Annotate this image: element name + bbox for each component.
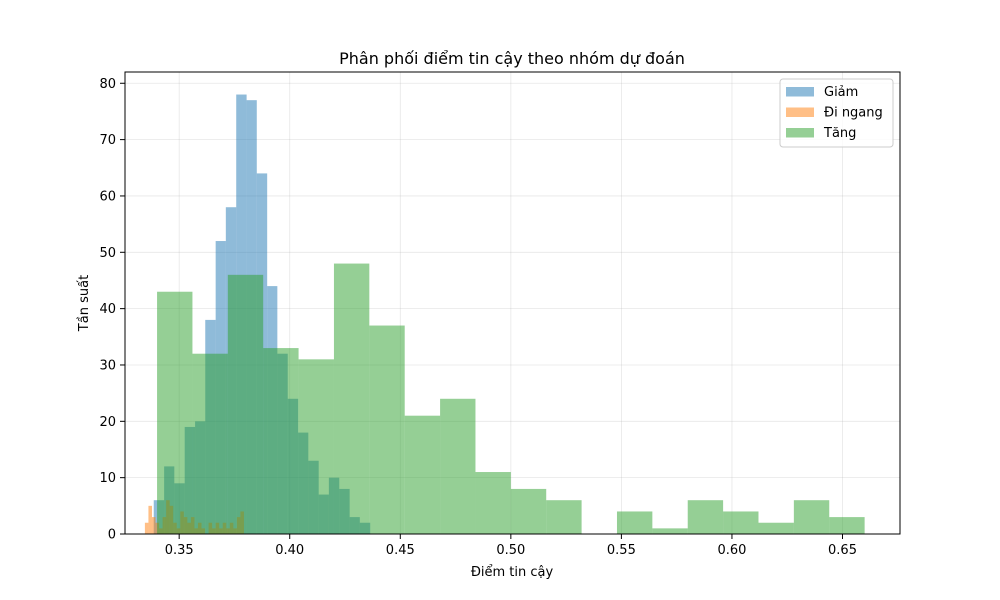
y-tick-label: 20	[99, 415, 116, 430]
histogram-bar	[546, 500, 582, 534]
histogram-bar	[157, 291, 193, 534]
x-tick-label: 0.35	[165, 543, 194, 558]
histogram-bar	[758, 522, 794, 534]
legend-swatch	[786, 128, 814, 138]
legend-label: Tăng	[823, 126, 856, 141]
y-tick-label: 50	[99, 246, 116, 261]
x-tick-label: 0.60	[717, 543, 746, 558]
y-tick-label: 30	[99, 358, 116, 373]
histogram-bar	[144, 522, 149, 534]
histogram-bar	[227, 274, 264, 534]
y-tick-label: 40	[99, 302, 116, 317]
histogram-bar	[616, 511, 653, 534]
histogram-bar	[369, 325, 405, 534]
histogram-bar	[440, 398, 476, 534]
x-tick-label: 0.65	[828, 543, 857, 558]
plot-frame	[124, 71, 901, 535]
histogram-bar	[151, 517, 156, 534]
histogram-bar	[148, 505, 152, 534]
histogram-bar	[298, 359, 334, 534]
histogram-bar	[404, 415, 441, 534]
x-tick-label: 0.45	[386, 543, 415, 558]
legend-label: Đi ngang	[824, 106, 883, 121]
x-tick-label: 0.40	[275, 543, 304, 558]
y-tick-label: 60	[99, 189, 116, 204]
histogram-bar	[263, 348, 299, 534]
x-tick-label: 0.55	[607, 543, 636, 558]
y-tick-label: 0	[108, 528, 116, 543]
histogram-bar	[687, 500, 724, 534]
histogram-bar	[475, 472, 511, 534]
histogram-bar	[192, 353, 228, 534]
legend: Giảm Đi ngang Tăng	[779, 78, 894, 148]
histogram-bar	[333, 263, 370, 534]
y-tick-label: 70	[99, 133, 116, 148]
y-tick-label: 80	[99, 77, 116, 92]
legend-swatch	[786, 107, 814, 117]
histogram-bar	[793, 500, 830, 534]
chart-title: Phân phối điểm tin cậy theo nhóm dự đoán	[339, 49, 685, 68]
histogram-bar	[829, 517, 865, 534]
bars	[144, 94, 865, 535]
y-tick-label: 10	[99, 471, 116, 486]
histogram-bar	[510, 488, 547, 534]
x-tick-label: 0.50	[496, 543, 525, 558]
legend-swatch	[786, 87, 814, 97]
legend-label: Giảm	[824, 85, 858, 100]
series-2	[157, 263, 865, 534]
x-axis: 0.35 0.40 0.45 0.50 0.55 0.60 0.65	[165, 534, 857, 558]
histogram-bar	[652, 528, 688, 534]
y-axis: 0 10 20 30 40 50 60 70 80	[99, 77, 125, 543]
histogram-bar	[723, 511, 759, 534]
y-axis-label: Tần suất	[77, 275, 92, 332]
x-axis-label: Điểm tin cậy	[471, 565, 554, 580]
